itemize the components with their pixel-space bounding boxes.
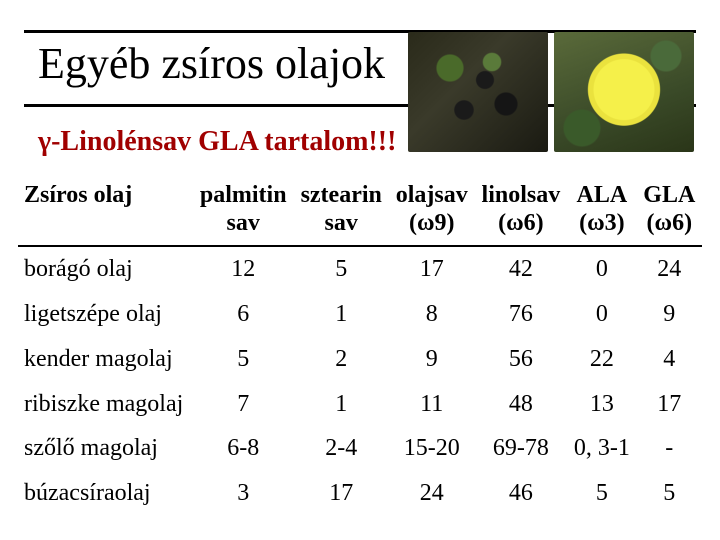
col-linoleic-l1: linolsav [482, 182, 561, 208]
table-row: borágó olaj 12 5 17 42 0 24 [18, 246, 702, 292]
cell-palmitin: 3 [193, 471, 294, 516]
cell-linoleic: 76 [475, 292, 568, 337]
table-row: szőlő magolaj 6-8 2-4 15-20 69-78 0, 3-1… [18, 426, 702, 471]
table-body: borágó olaj 12 5 17 42 0 24 ligetszépe o… [18, 246, 702, 516]
composition-table-wrap: Zsíros olaj palmitin sav sztearin sav ol… [18, 178, 702, 516]
cell-stearin: 2 [294, 337, 389, 382]
cell-oleic: 9 [389, 337, 475, 382]
cell-gla: 17 [637, 382, 702, 427]
col-gla-l2: (ω6) [643, 210, 696, 238]
cell-ala: 5 [567, 471, 636, 516]
cell-ala: 13 [567, 382, 636, 427]
cell-ala: 0 [567, 292, 636, 337]
cell-linoleic: 56 [475, 337, 568, 382]
table-row: ribiszke magolaj 7 1 11 48 13 17 [18, 382, 702, 427]
col-linoleic: linolsav (ω6) [475, 178, 568, 246]
composition-table: Zsíros olaj palmitin sav sztearin sav ol… [18, 178, 702, 516]
cell-stearin: 17 [294, 471, 389, 516]
col-stearin-l1: sztearin [301, 182, 382, 208]
cell-palmitin: 7 [193, 382, 294, 427]
cell-palmitin: 12 [193, 246, 294, 292]
col-oil: Zsíros olaj [18, 178, 193, 246]
col-oleic-l1: olajsav [396, 182, 468, 208]
col-ala-l1: ALA [577, 182, 628, 208]
cell-ala: 0, 3-1 [567, 426, 636, 471]
cell-oil: kender magolaj [18, 337, 193, 382]
col-palmitin-l2: sav [199, 210, 288, 238]
cell-oil: szőlő magolaj [18, 426, 193, 471]
cell-oil: ligetszépe olaj [18, 292, 193, 337]
cell-oleic: 15-20 [389, 426, 475, 471]
cell-oil: borágó olaj [18, 246, 193, 292]
col-ala: ALA (ω3) [567, 178, 636, 246]
cell-stearin: 2-4 [294, 426, 389, 471]
cell-oleic: 8 [389, 292, 475, 337]
cell-linoleic: 42 [475, 246, 568, 292]
photo-berries [408, 32, 548, 152]
cell-gla: 9 [637, 292, 702, 337]
cell-oleic: 17 [389, 246, 475, 292]
cell-oil: búzacsíraolaj [18, 471, 193, 516]
cell-ala: 0 [567, 246, 636, 292]
cell-linoleic: 69-78 [475, 426, 568, 471]
cell-linoleic: 46 [475, 471, 568, 516]
cell-stearin: 1 [294, 292, 389, 337]
col-stearin-l2: sav [300, 210, 383, 238]
col-stearin: sztearin sav [294, 178, 389, 246]
cell-gla: 24 [637, 246, 702, 292]
table-row: búzacsíraolaj 3 17 24 46 5 5 [18, 471, 702, 516]
cell-ala: 22 [567, 337, 636, 382]
col-gla: GLA (ω6) [637, 178, 702, 246]
cell-gla: - [637, 426, 702, 471]
cell-gla: 5 [637, 471, 702, 516]
table-header-row: Zsíros olaj palmitin sav sztearin sav ol… [18, 178, 702, 246]
cell-linoleic: 48 [475, 382, 568, 427]
col-linoleic-l2: (ω6) [481, 210, 562, 238]
cell-palmitin: 6 [193, 292, 294, 337]
subtitle: γ-Linolénsav GLA tartalom!!! [38, 126, 396, 158]
cell-oleic: 11 [389, 382, 475, 427]
cell-palmitin: 6-8 [193, 426, 294, 471]
col-gla-l1: GLA [643, 182, 695, 208]
cell-oil: ribiszke magolaj [18, 382, 193, 427]
table-row: kender magolaj 5 2 9 56 22 4 [18, 337, 702, 382]
col-ala-l2: (ω3) [573, 210, 630, 238]
photo-flower [554, 32, 694, 152]
col-oleic-l2: (ω9) [395, 210, 469, 238]
cell-palmitin: 5 [193, 337, 294, 382]
cell-gla: 4 [637, 337, 702, 382]
cell-stearin: 1 [294, 382, 389, 427]
photo-row [408, 32, 694, 152]
table-row: ligetszépe olaj 6 1 8 76 0 9 [18, 292, 702, 337]
cell-stearin: 5 [294, 246, 389, 292]
cell-oleic: 24 [389, 471, 475, 516]
col-oleic: olajsav (ω9) [389, 178, 475, 246]
col-palmitin-l1: palmitin [200, 182, 287, 208]
col-palmitin: palmitin sav [193, 178, 294, 246]
